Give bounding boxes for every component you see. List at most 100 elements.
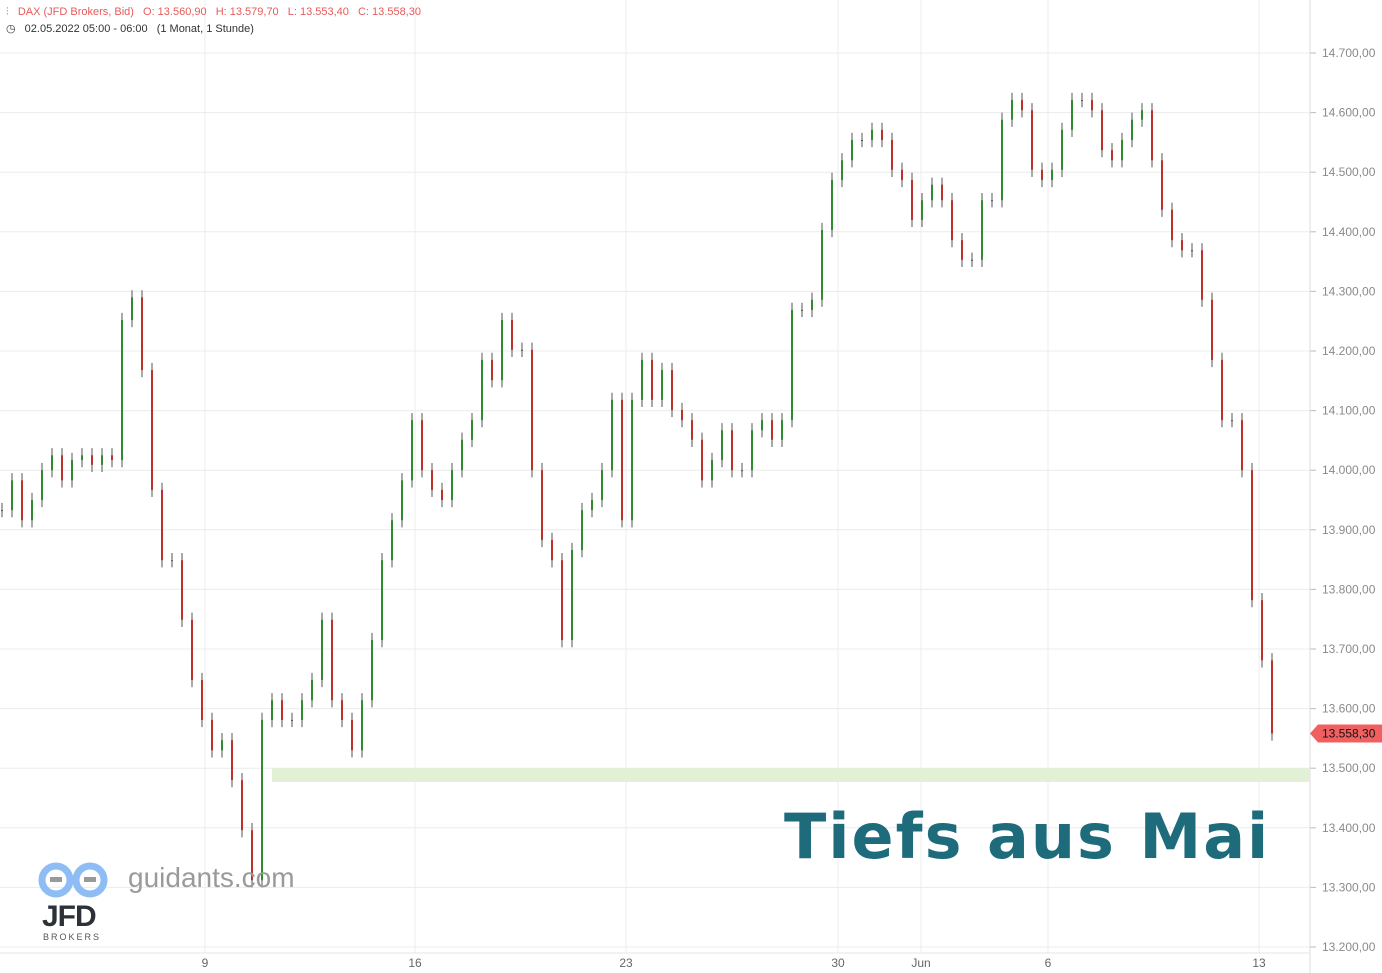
- price-bar: [1021, 100, 1023, 111]
- price-bar: [431, 470, 433, 490]
- price-bar: [861, 140, 863, 142]
- price-bar: [1081, 100, 1083, 102]
- price-bar: [1201, 250, 1203, 300]
- y-tick-label: 13.200,00: [1322, 940, 1376, 954]
- price-bar: [931, 184, 933, 201]
- price-bar: [621, 399, 623, 521]
- price-bar: [201, 679, 203, 720]
- price-bar: [881, 129, 883, 141]
- price-bar: [711, 460, 713, 481]
- price-bar: [1131, 119, 1133, 141]
- price-bar: [1221, 359, 1223, 421]
- price-bar: [341, 700, 343, 720]
- y-tick-label: 13.400,00: [1322, 821, 1376, 835]
- price-bar: [1211, 299, 1213, 360]
- y-tick-label: 14.600,00: [1322, 106, 1376, 120]
- y-tick-label: 14.200,00: [1322, 344, 1376, 358]
- price-bar: [611, 399, 613, 471]
- price-bar: [751, 430, 753, 471]
- price-bar: [121, 320, 123, 461]
- y-tick-label: 13.500,00: [1322, 761, 1376, 775]
- price-bar: [821, 230, 823, 300]
- price-bar: [461, 439, 463, 471]
- price-bar: [441, 489, 443, 500]
- open-value: O: 13.560,90: [143, 6, 207, 18]
- price-bar: [101, 455, 103, 465]
- price-bar: [1241, 420, 1243, 471]
- price-bar: [981, 200, 983, 260]
- close-value: C: 13.558,30: [357, 6, 421, 18]
- price-bar: [951, 200, 953, 241]
- price-bar: [211, 719, 213, 751]
- price-bar: [1, 510, 3, 512]
- price-bar: [61, 455, 63, 481]
- y-tick-label: 14.500,00: [1322, 165, 1376, 179]
- price-bar: [181, 560, 183, 620]
- bar-datetime: 02.05.2022 05:00 - 06:00: [24, 23, 148, 35]
- support-zone: [272, 768, 1310, 782]
- price-bar: [351, 719, 353, 751]
- price-bar: [401, 480, 403, 521]
- y-tick-label: 14.100,00: [1322, 404, 1376, 418]
- price-bar: [851, 140, 853, 161]
- y-tick-label: 13.800,00: [1322, 582, 1376, 596]
- price-bar: [541, 470, 543, 540]
- price-bar: [251, 830, 253, 881]
- price-bar: [91, 455, 93, 465]
- price-bar: [381, 560, 383, 641]
- price-bar: [491, 359, 493, 381]
- price-bar: [361, 700, 363, 751]
- price-bar: [331, 619, 333, 701]
- price-bar: [1141, 110, 1143, 120]
- price-bar: [411, 420, 413, 481]
- price-bar: [191, 619, 193, 680]
- price-bar: [1151, 110, 1153, 161]
- price-bar: [41, 470, 43, 500]
- price-bar: [111, 455, 113, 461]
- price-bar: [771, 420, 773, 440]
- price-bar: [1251, 470, 1253, 601]
- price-bar: [1121, 140, 1123, 161]
- price-bar: [891, 140, 893, 170]
- price-bar: [581, 510, 583, 551]
- price-bar: [261, 719, 263, 881]
- ohlc-header: ⫶ DAX (JFD Brokers, Bid) O: 13.560,90 H:…: [6, 6, 427, 19]
- price-bar: [811, 299, 813, 310]
- jfd-logo-sub: BROKERS: [43, 932, 102, 942]
- price-bar: [51, 455, 53, 471]
- price-bar: [31, 500, 33, 521]
- price-bar: [11, 480, 13, 511]
- price-bar: [1271, 660, 1273, 734]
- instrument-name: DAX (JFD Brokers, Bid): [17, 6, 134, 18]
- y-tick-label: 13.900,00: [1322, 523, 1376, 537]
- y-tick-label: 14.700,00: [1322, 46, 1376, 60]
- guidants-logo-text: guidants.com: [128, 862, 295, 893]
- bars-icon: ⫶: [6, 6, 9, 18]
- time-header: ◷ 02.05.2022 05:00 - 06:00 (1 Monat, 1 S…: [6, 22, 260, 35]
- price-bar: [991, 200, 993, 202]
- price-bar: [761, 420, 763, 431]
- high-value: H: 13.579,70: [215, 6, 279, 18]
- price-bar: [791, 309, 793, 421]
- price-bar: [1261, 600, 1263, 661]
- price-bar: [841, 160, 843, 180]
- price-bar: [781, 420, 783, 440]
- price-bar: [521, 349, 523, 351]
- price-bar: [321, 619, 323, 680]
- x-tick-label: 13: [1252, 956, 1266, 970]
- guidants-logo-icon: [38, 862, 108, 898]
- price-bar: [591, 500, 593, 511]
- price-bar: [661, 370, 663, 400]
- price-bar: [901, 169, 903, 180]
- price-bar: [641, 359, 643, 400]
- price-bar: [1161, 160, 1163, 210]
- price-bar: [311, 679, 313, 701]
- price-bar: [561, 560, 563, 641]
- x-tick-label: 16: [408, 956, 422, 970]
- price-bar: [231, 740, 233, 781]
- price-bar: [481, 359, 483, 421]
- price-bar: [271, 700, 273, 720]
- price-bar: [571, 550, 573, 641]
- price-bar: [1191, 250, 1193, 252]
